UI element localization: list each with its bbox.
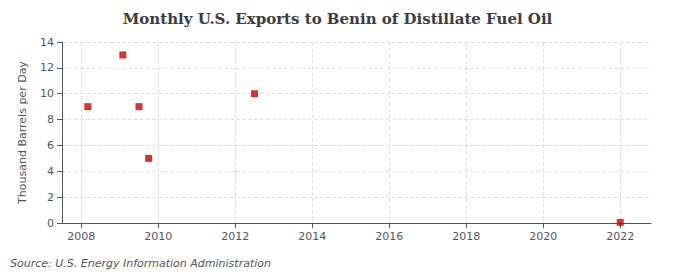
svg-text:2010: 2010 (144, 230, 172, 243)
svg-text:2020: 2020 (529, 230, 557, 243)
svg-text:Thousand Barrels per Day: Thousand Barrels per Day (16, 61, 29, 205)
svg-text:Monthly U.S. Exports to Benin: Monthly U.S. Exports to Benin of Distill… (123, 10, 553, 28)
svg-text:12: 12 (40, 61, 54, 74)
svg-text:Source: U.S. Energy Informatio: Source: U.S. Energy Information Administ… (10, 257, 271, 270)
svg-text:2022: 2022 (606, 230, 634, 243)
svg-text:2018: 2018 (452, 230, 480, 243)
svg-text:4: 4 (47, 165, 54, 178)
svg-text:0: 0 (47, 217, 54, 230)
svg-text:2016: 2016 (375, 230, 403, 243)
svg-text:2: 2 (47, 191, 54, 204)
svg-text:2014: 2014 (298, 230, 326, 243)
svg-text:2008: 2008 (67, 230, 95, 243)
svg-text:10: 10 (40, 87, 54, 100)
svg-text:14: 14 (40, 36, 54, 49)
svg-text:6: 6 (47, 139, 54, 152)
svg-text:8: 8 (47, 113, 54, 126)
svg-text:2012: 2012 (221, 230, 249, 243)
